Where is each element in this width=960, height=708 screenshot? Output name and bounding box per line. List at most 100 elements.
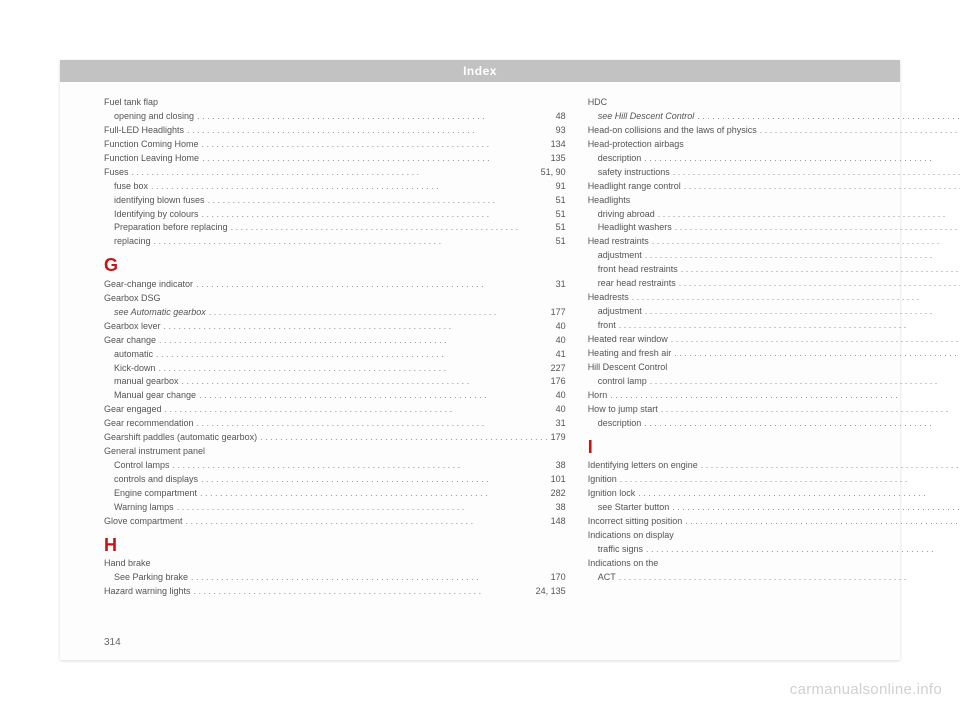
- index-entry: Ignition23, 165: [588, 473, 960, 487]
- entry-label: How to jump start: [588, 403, 658, 417]
- entry-label: safety instructions: [598, 166, 670, 180]
- leader-dots: [650, 375, 960, 389]
- entry-label: Kick-down: [114, 362, 156, 376]
- leader-dots: [638, 487, 960, 501]
- entry-label: Headrests: [588, 291, 629, 305]
- entry-label: manual gearbox: [114, 375, 179, 389]
- entry-label: Hazard warning lights: [104, 585, 191, 599]
- index-entry: Heated rear window43, 45: [588, 333, 960, 347]
- entry-page: 40: [556, 334, 566, 348]
- watermark: carmanualsonline.info: [790, 681, 942, 698]
- entry-page: 31: [556, 278, 566, 292]
- leader-dots: [658, 208, 960, 222]
- entry-label: rear head restraints: [598, 277, 676, 291]
- entry-label: See Parking brake: [114, 571, 188, 585]
- entry-label: Identifying by colours: [114, 208, 199, 222]
- leader-dots: [200, 487, 548, 501]
- leader-dots: [760, 124, 960, 138]
- entry-page: 227: [551, 362, 566, 376]
- entry-page: 38: [556, 501, 566, 515]
- index-entry: Fuses51, 90: [104, 166, 566, 180]
- leader-dots: [697, 110, 960, 124]
- leader-dots: [201, 473, 548, 487]
- entry-label: Engine compartment: [114, 487, 197, 501]
- entry-label: driving abroad: [598, 208, 655, 222]
- entry-label: Control lamps: [114, 459, 170, 473]
- entry-label: ACT: [598, 571, 616, 585]
- index-entry: identifying blown fuses51: [104, 194, 566, 208]
- index-entry: front66: [588, 319, 960, 333]
- leader-dots: [673, 166, 960, 180]
- index-entry: Indications on the: [588, 557, 960, 571]
- leader-dots: [156, 348, 553, 362]
- leader-dots: [194, 585, 533, 599]
- leader-dots: [209, 306, 548, 320]
- entry-label: adjustment: [598, 305, 642, 319]
- columns: Fuel tank flapopening and closing48Full-…: [60, 82, 900, 612]
- leader-dots: [208, 194, 553, 208]
- leader-dots: [701, 459, 960, 473]
- entry-label: Glove compartment: [104, 515, 183, 529]
- entry-label: Gear-change indicator: [104, 278, 193, 292]
- entry-page: 134: [551, 138, 566, 152]
- index-entry: Head restraints13: [588, 235, 960, 249]
- leader-dots: [672, 501, 960, 515]
- leader-dots: [231, 221, 553, 235]
- entry-label: Gear change: [104, 334, 156, 348]
- entry-label: HDC: [588, 96, 608, 110]
- index-entry: Preparation before replacing51: [104, 221, 566, 235]
- entry-label: General instrument panel: [104, 445, 205, 459]
- entry-label: Headlights: [588, 194, 631, 208]
- index-entry: Ignition lock23, 165: [588, 487, 960, 501]
- leader-dots: [679, 277, 960, 291]
- index-entry: Function Leaving Home135: [104, 152, 566, 166]
- entry-label: Fuel tank flap: [104, 96, 158, 110]
- entry-label: front: [598, 319, 616, 333]
- leader-dots: [132, 166, 538, 180]
- entry-label: Manual gear change: [114, 389, 196, 403]
- entry-page: 91: [556, 180, 566, 194]
- leader-dots: [661, 403, 960, 417]
- leader-dots: [685, 515, 960, 529]
- entry-label: automatic: [114, 348, 153, 362]
- index-entry: ACT185: [588, 571, 960, 585]
- index-entry: adjustment143: [588, 305, 960, 319]
- entry-page: 177: [551, 306, 566, 320]
- entry-label: see Automatic gearbox: [114, 306, 206, 320]
- entry-page: 40: [556, 320, 566, 334]
- leader-dots: [681, 263, 960, 277]
- entry-label: Horn: [588, 389, 608, 403]
- index-entry: How to jump start58: [588, 403, 960, 417]
- index-entry: Gear-change indicator 31: [104, 278, 566, 292]
- entry-label: adjustment: [598, 249, 642, 263]
- index-entry: adjustment143: [588, 249, 960, 263]
- index-entry: see Hill Descent Control190: [588, 110, 960, 124]
- index-entry: Identifying letters on engine301: [588, 459, 960, 473]
- index-entry: description59: [588, 417, 960, 431]
- index-entry: Headrests13: [588, 291, 960, 305]
- entry-label: Gear recommendation: [104, 417, 194, 431]
- index-entry: Warning lamps38: [104, 501, 566, 515]
- index-entry: Horn101: [588, 389, 960, 403]
- entry-label: Head-protection airbags: [588, 138, 684, 152]
- entry-page: 41: [556, 348, 566, 362]
- entry-page: 51: [556, 194, 566, 208]
- entry-label: replacing: [114, 235, 151, 249]
- index-entry: traffic signs229: [588, 543, 960, 557]
- entry-label: Heating and fresh air: [588, 347, 672, 361]
- leader-dots: [645, 305, 960, 319]
- index-entry: rear head restraints66: [588, 277, 960, 291]
- index-entry: Hand brake: [104, 557, 566, 571]
- index-entry: Kick-down 227: [104, 362, 566, 376]
- leader-dots: [610, 389, 960, 403]
- leader-dots: [644, 417, 960, 431]
- index-entry: Control lamps38: [104, 459, 566, 473]
- entry-page: 48: [556, 110, 566, 124]
- index-entry: Head-protection airbags: [588, 138, 960, 152]
- entry-page: 176: [551, 375, 566, 389]
- index-entry: safety instructions76: [588, 166, 960, 180]
- entry-page: 51: [556, 208, 566, 222]
- leader-dots: [151, 180, 553, 194]
- index-entry: manual gearbox 176: [104, 375, 566, 389]
- entry-label: Ignition: [588, 473, 617, 487]
